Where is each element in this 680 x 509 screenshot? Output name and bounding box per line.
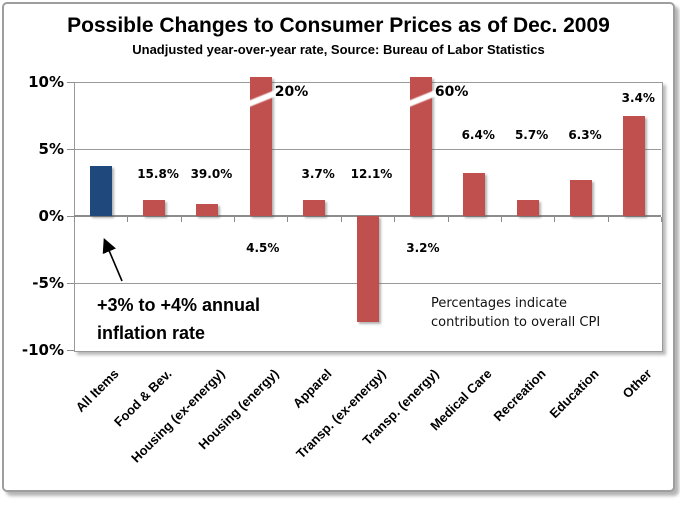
contribution-label: 15.8% <box>137 167 179 181</box>
contribution-label: 3.4% <box>621 91 655 105</box>
contribution-label: 12.1% <box>350 167 393 181</box>
contribution-label: 39.0% <box>190 167 233 181</box>
y-axis-label: 0% <box>38 207 64 225</box>
y-axis-tick <box>67 350 74 351</box>
x-category-label: Transp. (ex-energy) <box>292 366 389 462</box>
x-category-label: Medical Care <box>427 366 495 434</box>
x-axis-tick <box>234 217 236 222</box>
bar-medical-care <box>463 173 486 216</box>
y-axis-tick <box>67 82 74 83</box>
contribution-label: 5.7% <box>514 128 549 142</box>
x-axis-tick <box>607 217 609 222</box>
y-axis-label: 10% <box>28 73 64 91</box>
bar-transp-energy <box>409 77 432 216</box>
contribution-label: 3.2% <box>406 241 440 255</box>
contribution-label: 3.7% <box>301 167 335 181</box>
x-axis-tick <box>127 217 129 222</box>
y-axis-tick <box>67 149 74 150</box>
bar-recreation <box>516 199 539 216</box>
bar-apparel <box>303 199 326 216</box>
contribution-label: 6.3% <box>568 128 602 142</box>
cpi-annotation: Percentages indicate contribution to ove… <box>431 296 601 330</box>
y-axis-tick <box>67 216 74 217</box>
x-category-label: Other <box>619 366 655 402</box>
bar-transp-ex-energy <box>356 216 379 322</box>
gridline <box>74 149 661 150</box>
chart-subtitle: Unadjusted year-over-year rate, Source: … <box>132 42 545 57</box>
x-category-label: Recreation <box>490 366 549 425</box>
x-axis-tick <box>394 217 396 222</box>
x-axis-tick <box>340 217 342 222</box>
x-axis-tick <box>74 217 75 222</box>
chart-title: Possible Changes to Consumer Prices as o… <box>67 14 610 37</box>
bar-education <box>569 179 592 216</box>
x-category-label: Apparel <box>289 366 335 411</box>
x-category-label: Housing (ex-energy) <box>128 366 229 466</box>
inflation-annotation: +3% to +4% annual inflation rate <box>97 295 261 343</box>
contribution-label: 6.4% <box>461 128 495 142</box>
x-axis-tick <box>287 217 289 222</box>
bar-all-items <box>89 166 112 216</box>
bar-food-bev <box>143 199 166 216</box>
clipped-bar-value-label: 60% <box>434 84 469 100</box>
bar-housing-ex-energy <box>196 203 219 216</box>
y-axis-label: -10% <box>21 341 64 359</box>
bar-other <box>623 115 646 216</box>
x-axis-tick <box>180 217 182 222</box>
y-axis-label: -5% <box>32 274 64 292</box>
y-axis-label: 5% <box>38 140 64 158</box>
y-axis-tick <box>67 283 74 284</box>
contribution-label: 4.5% <box>246 241 280 255</box>
clipped-bar-value-label: 20% <box>274 84 309 100</box>
x-axis-tick <box>447 217 449 222</box>
bar-housing-energy <box>249 77 272 216</box>
x-axis-tick <box>661 217 662 222</box>
x-axis-tick <box>500 217 502 222</box>
x-axis-tick <box>554 217 556 222</box>
chart-frame: Possible Changes to Consumer Prices as o… <box>2 2 675 492</box>
